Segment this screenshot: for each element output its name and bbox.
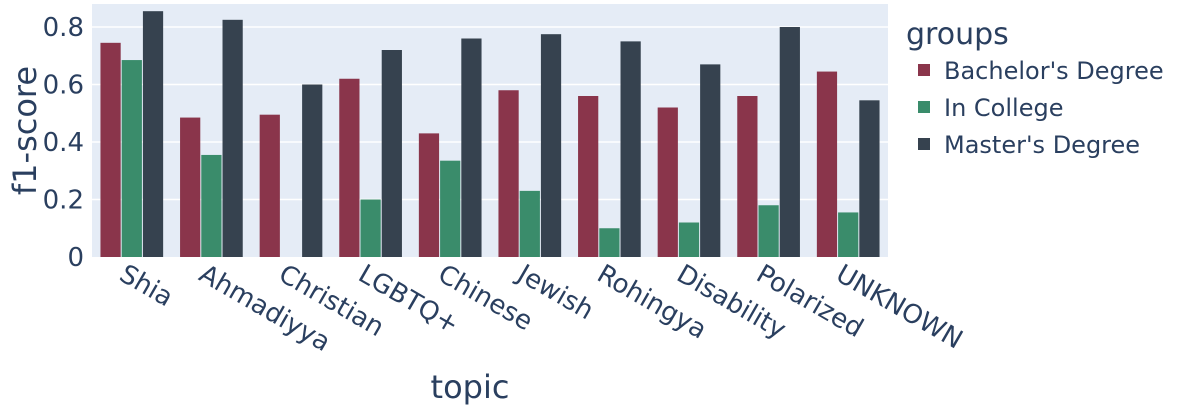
y-tick-label: 0 [67,243,84,273]
bar [779,27,800,257]
bar [418,133,440,257]
x-axis-title: topic [431,368,510,406]
bar [519,190,540,257]
legend-swatch [918,101,930,113]
bar [440,160,461,257]
bar [540,34,562,257]
bar [838,212,859,257]
legend-items: Bachelor's Degree In College Master's Degr… [918,57,1164,159]
x-tick-label: Shia [114,259,178,313]
bar [461,38,482,257]
y-tick-label: 0.2 [43,186,84,216]
bar [599,228,620,257]
y-tick-label: 0.8 [43,13,84,43]
bar [700,64,721,257]
bars [100,11,880,257]
bar [222,19,243,257]
legend-title: groups [906,17,1009,52]
legend-swatch [918,138,930,150]
bar [816,71,838,257]
bar [678,222,700,257]
bar [859,100,880,257]
legend-swatch [918,64,930,76]
bar [259,114,280,257]
y-tick-label: 0.6 [43,71,84,101]
legend-label: In College [944,94,1063,122]
legend-label: Master's Degree [944,131,1140,159]
bar [737,96,758,257]
bar [620,41,641,257]
bar [302,84,323,257]
bar [180,117,201,257]
bar [201,154,222,257]
legend-label: Bachelor's Degree [944,57,1164,85]
bar [657,107,678,257]
bar [758,205,779,257]
x-axis-ticks: Shia AhmadiyyaChristianLGBTQ+ChineseJewis… [114,258,967,358]
bar [360,199,381,257]
y-tick-label: 0.4 [43,128,84,158]
bar [100,42,121,257]
y-axis-title: f1-score [6,66,44,195]
bar [339,78,360,257]
y-axis-ticks: 0 0.2 0.4 0.6 0.8 [43,13,84,273]
bar [381,50,402,257]
bar [498,90,519,257]
bar [142,11,164,257]
bar [121,60,142,257]
legend: groups Bachelor's Degree In College Master… [906,17,1164,159]
bar [578,96,599,257]
